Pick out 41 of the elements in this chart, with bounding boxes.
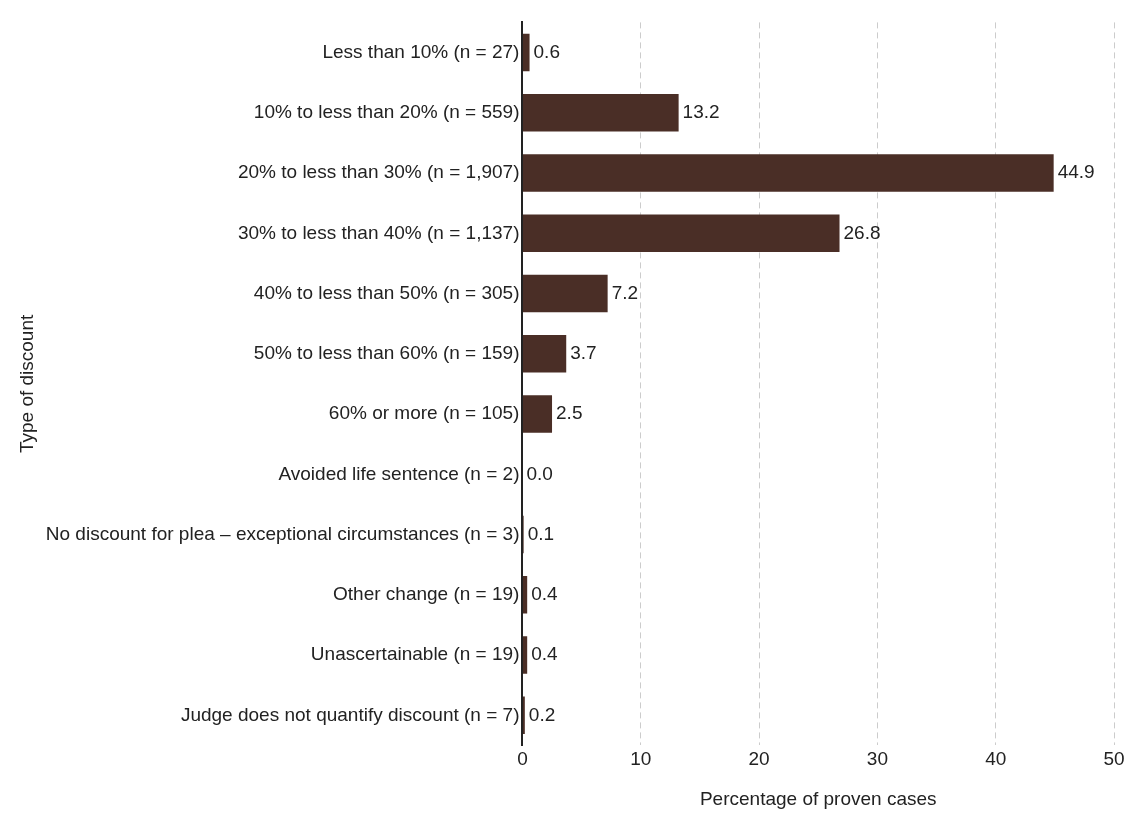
x-axis-title: Percentage of proven cases: [699, 787, 937, 809]
y-tick-label: 60% or more (n = 105): [328, 402, 520, 424]
y-tick-label: Unascertainable (n = 19): [310, 643, 520, 665]
data-label: 0.1: [527, 522, 555, 544]
data-label: 3.7: [570, 342, 597, 364]
bar: [522, 636, 528, 674]
bar: [522, 274, 608, 313]
y-tick-label: 50% to less than 60% (n = 159): [253, 342, 520, 364]
x-tick-label: 20: [748, 748, 770, 770]
y-tick-label: Other change (n = 19): [333, 583, 520, 605]
y-tick-label: Avoided life sentence (n = 2): [278, 462, 520, 484]
bar: [522, 214, 840, 252]
data-label: 26.8: [843, 221, 881, 243]
data-label: 0.6: [533, 40, 560, 62]
x-tick-label: 10: [630, 748, 652, 770]
y-tick-label: 10% to less than 20% (n = 559): [253, 101, 520, 123]
y-tick-label: 20% to less than 30% (n = 1,907): [237, 161, 520, 183]
data-label: 13.2: [682, 101, 720, 123]
y-tick-label: Judge does not quantify discount (n = 7): [180, 703, 520, 725]
data-label: 0.4: [531, 583, 559, 605]
data-label: 0.4: [531, 643, 559, 665]
bar: [522, 576, 528, 614]
data-label: 44.9: [1057, 161, 1095, 183]
bar: [522, 33, 530, 72]
y-tick-label: Less than 10% (n = 27): [322, 40, 520, 62]
x-tick-label: 0: [517, 748, 528, 770]
bar: [522, 94, 679, 132]
y-tick-label: 30% to less than 40% (n = 1,137): [237, 221, 520, 243]
y-tick-label: 40% to less than 50% (n = 305): [253, 281, 520, 303]
data-label: 7.2: [611, 281, 639, 303]
bar: [522, 395, 553, 433]
bar: [522, 335, 567, 373]
bar: [522, 154, 1054, 192]
y-tick-label: No discount for plea – exceptional circumstances (n = 3): [45, 522, 520, 544]
x-tick-label: 30: [866, 748, 888, 770]
data-label: 0.2: [528, 703, 556, 725]
y-axis-title: Type of discount: [15, 314, 37, 454]
data-label: 2.5: [556, 402, 583, 424]
x-tick-label: 40: [985, 748, 1007, 770]
data-label: 0.0: [526, 462, 553, 484]
x-tick-label: 50: [1103, 748, 1125, 770]
